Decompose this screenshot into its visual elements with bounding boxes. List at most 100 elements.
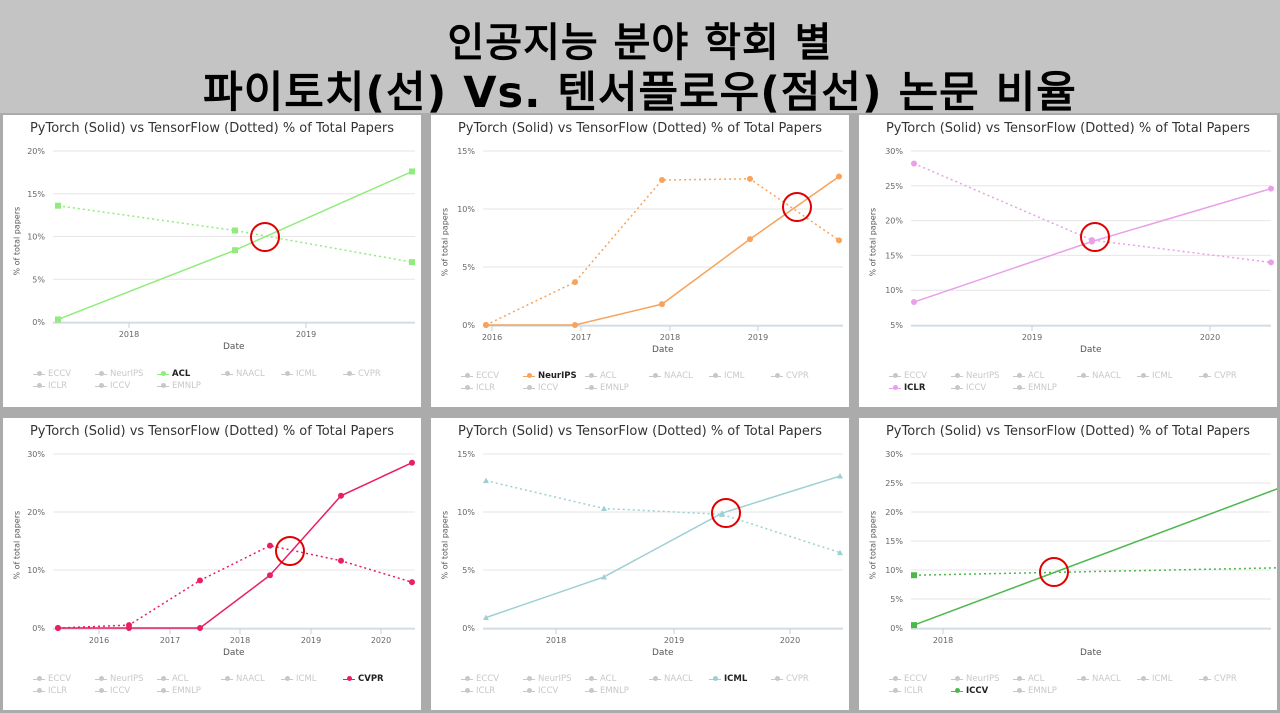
legend-item-iclr[interactable]: ICLR <box>33 381 67 391</box>
legend-item-acl[interactable]: ACL <box>157 674 188 684</box>
data-point[interactable] <box>911 160 917 167</box>
legend-item-eccv[interactable]: ECCV <box>33 369 71 379</box>
y-axis-title: % of total papers <box>868 207 878 277</box>
legend-item-neurips[interactable]: NeurIPS <box>95 369 144 379</box>
data-point[interactable] <box>911 572 917 579</box>
legend-item-acl[interactable]: ACL <box>1013 371 1044 381</box>
data-point[interactable] <box>601 505 607 512</box>
chart-panel-acl: PyTorch (Solid) vs TensorFlow (Dotted) %… <box>3 115 421 407</box>
legend-item-naacl[interactable]: NAACL <box>1077 674 1121 684</box>
data-point[interactable] <box>659 177 665 183</box>
data-point[interactable] <box>1268 185 1274 192</box>
legend-item-neurips[interactable]: NeurIPS <box>95 674 144 684</box>
data-point[interactable] <box>126 622 132 629</box>
data-point[interactable] <box>483 614 489 621</box>
data-point[interactable] <box>409 259 415 266</box>
legend-label: ICCV <box>966 383 987 393</box>
legend-label: NAACL <box>664 371 693 381</box>
legend-item-eccv[interactable]: ECCV <box>889 674 927 684</box>
legend-item-cvpr[interactable]: CVPR <box>343 369 381 379</box>
legend-item-emnlp[interactable]: EMNLP <box>585 686 629 696</box>
data-point[interactable] <box>409 579 415 586</box>
chart-title: PyTorch (Solid) vs TensorFlow (Dotted) %… <box>885 424 1251 439</box>
data-point[interactable] <box>836 173 842 180</box>
data-point[interactable] <box>747 175 753 182</box>
legend-item-emnlp[interactable]: EMNLP <box>157 686 201 696</box>
legend-item-acl[interactable]: ACL <box>585 674 616 684</box>
legend-item-acl[interactable]: ACL <box>157 369 190 379</box>
legend-item-cvpr[interactable]: CVPR <box>1199 674 1237 684</box>
legend-item-icml[interactable]: ICML <box>281 674 317 684</box>
data-point[interactable] <box>232 247 238 254</box>
legend-item-iclr[interactable]: ICLR <box>461 686 495 696</box>
data-point[interactable] <box>483 477 489 484</box>
legend-item-neurips[interactable]: NeurIPS <box>523 674 572 684</box>
data-point[interactable] <box>837 549 843 556</box>
legend-item-naacl[interactable]: NAACL <box>221 674 265 684</box>
data-point[interactable] <box>55 202 61 209</box>
data-point[interactable] <box>836 237 842 244</box>
data-point[interactable] <box>601 573 607 580</box>
legend-item-naacl[interactable]: NAACL <box>1077 371 1121 381</box>
legend-item-icml[interactable]: ICML <box>1137 371 1173 381</box>
legend-item-acl[interactable]: ACL <box>1013 674 1044 684</box>
legend-item-acl[interactable]: ACL <box>585 371 616 381</box>
data-point[interactable] <box>409 168 415 175</box>
legend-item-neurips[interactable]: NeurIPS <box>951 371 1000 381</box>
data-point[interactable] <box>197 625 203 631</box>
data-point[interactable] <box>911 622 917 629</box>
legend-item-iccv[interactable]: ICCV <box>951 383 986 393</box>
data-point[interactable] <box>747 236 753 243</box>
data-point[interactable] <box>267 542 273 549</box>
legend-item-iccv[interactable]: ICCV <box>95 381 130 391</box>
data-point[interactable] <box>911 299 917 306</box>
legend-item-emnlp[interactable]: EMNLP <box>1013 383 1057 393</box>
data-point[interactable] <box>409 459 415 466</box>
data-point[interactable] <box>55 625 61 631</box>
data-point[interactable] <box>338 557 344 564</box>
legend-item-naacl[interactable]: NAACL <box>649 674 693 684</box>
legend-item-cvpr[interactable]: CVPR <box>1199 371 1237 381</box>
legend-item-icml[interactable]: ICML <box>709 674 747 684</box>
data-point[interactable] <box>719 511 725 517</box>
legend-item-neurips[interactable]: NeurIPS <box>523 371 577 381</box>
legend-item-cvpr[interactable]: CVPR <box>771 371 809 381</box>
data-point[interactable] <box>338 492 344 499</box>
legend-item-icml[interactable]: ICML <box>1137 674 1173 684</box>
legend-item-eccv[interactable]: ECCV <box>889 371 927 381</box>
legend-item-icml[interactable]: ICML <box>281 369 317 379</box>
legend-item-cvpr[interactable]: CVPR <box>343 674 384 684</box>
data-point[interactable] <box>197 577 203 584</box>
legend-item-iclr[interactable]: ICLR <box>889 686 923 696</box>
legend-item-iclr[interactable]: ICLR <box>461 383 495 393</box>
data-point[interactable] <box>572 322 578 328</box>
legend-item-naacl[interactable]: NAACL <box>649 371 693 381</box>
x-tick-label: 2018 <box>119 330 139 339</box>
legend-item-emnlp[interactable]: EMNLP <box>157 381 201 391</box>
legend-item-iccv[interactable]: ICCV <box>523 686 558 696</box>
legend-item-iccv[interactable]: ICCV <box>523 383 558 393</box>
legend-item-emnlp[interactable]: EMNLP <box>585 383 629 393</box>
legend-item-iccv[interactable]: ICCV <box>95 686 130 696</box>
data-point[interactable] <box>1268 259 1274 266</box>
legend-item-eccv[interactable]: ECCV <box>461 371 499 381</box>
legend-item-iccv[interactable]: ICCV <box>951 686 988 696</box>
data-point[interactable] <box>55 316 61 323</box>
legend-label: ACL <box>172 674 189 684</box>
legend-item-icml[interactable]: ICML <box>709 371 745 381</box>
data-point[interactable] <box>232 227 238 234</box>
legend-item-iclr[interactable]: ICLR <box>33 686 67 696</box>
legend-item-cvpr[interactable]: CVPR <box>771 674 809 684</box>
legend-item-emnlp[interactable]: EMNLP <box>1013 686 1057 696</box>
legend-item-eccv[interactable]: ECCV <box>461 674 499 684</box>
data-point[interactable] <box>267 572 273 579</box>
legend-item-eccv[interactable]: ECCV <box>33 674 71 684</box>
legend-item-naacl[interactable]: NAACL <box>221 369 265 379</box>
data-point[interactable] <box>659 301 665 308</box>
legend-item-iclr[interactable]: ICLR <box>889 383 925 393</box>
legend-item-neurips[interactable]: NeurIPS <box>951 674 1000 684</box>
data-point[interactable] <box>572 279 578 286</box>
data-point[interactable] <box>837 473 843 479</box>
data-point[interactable] <box>1089 237 1095 244</box>
data-point[interactable] <box>483 322 489 328</box>
